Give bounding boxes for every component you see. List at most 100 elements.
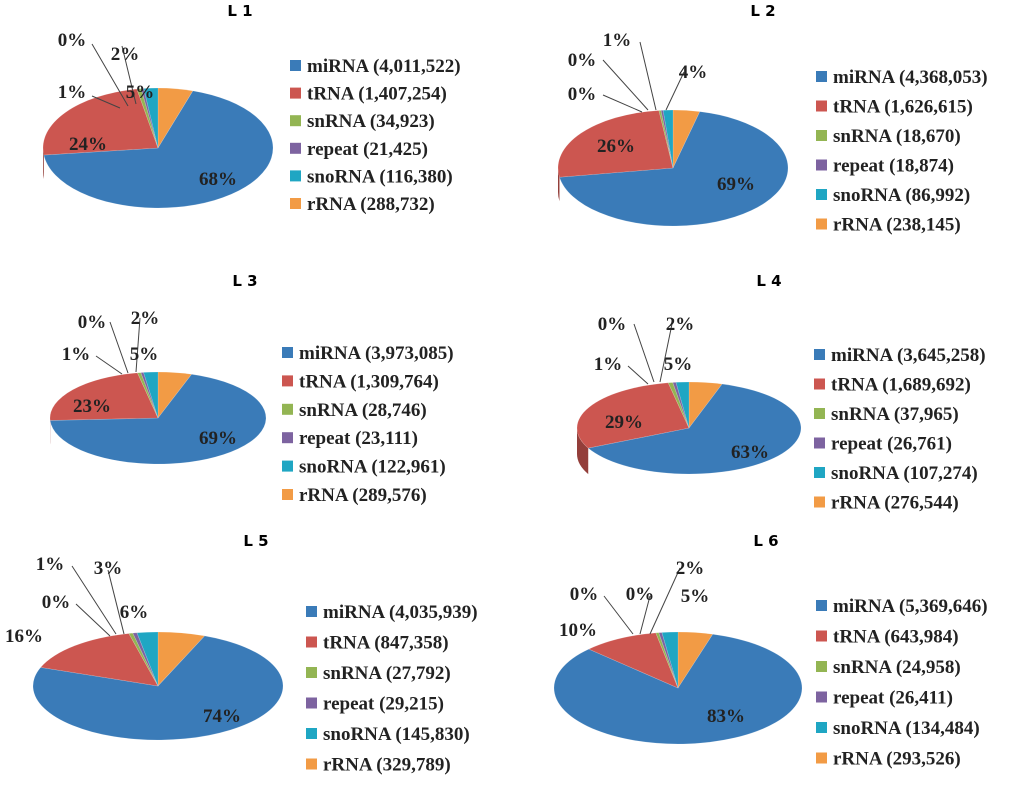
legend-swatch-snoRNA [306, 728, 317, 739]
legend-label-snRNA: snRNA (18,670) [833, 126, 961, 147]
pie-side-tRNA [558, 168, 560, 202]
data-label-repeat: 0% [598, 314, 627, 335]
chart-title: L 4 [756, 272, 781, 290]
legend-label-snoRNA: snoRNA (116,380) [307, 166, 453, 187]
pie-slice-rRNA [157, 631, 206, 687]
data-label-rRNA: 5% [681, 586, 710, 607]
legend-label-repeat: repeat (26,411) [833, 688, 953, 709]
pie-slice-miRNA [587, 383, 802, 475]
legend-label-tRNA: tRNA (847,358) [323, 633, 449, 654]
legend-swatch-snoRNA [814, 467, 825, 478]
legend-label-tRNA: tRNA (1,407,254) [307, 84, 447, 105]
chart-title: L 1 [227, 2, 252, 20]
data-label-snRNA: 0% [42, 592, 71, 613]
leader-line-repeat [91, 43, 129, 107]
leader-line-snoRNA [649, 567, 681, 635]
legend-swatch-tRNA [816, 100, 827, 112]
data-label-miRNA: 63% [731, 442, 769, 463]
legend-swatch-rRNA [816, 218, 827, 230]
legend-swatch-repeat [814, 437, 825, 449]
data-label-rRNA: 5% [126, 82, 155, 103]
data-label-snRNA: 0% [570, 584, 599, 605]
pie-slice-snRNA [655, 632, 679, 689]
pie-slice-tRNA [588, 632, 679, 689]
pie-slice-snRNA [667, 382, 690, 429]
legend-label-rRNA: rRNA (293,526) [833, 749, 961, 770]
legend-label-tRNA: tRNA (1,689,692) [831, 375, 971, 396]
pie-slice-snRNA [658, 110, 674, 169]
leader-line-snRNA [627, 365, 649, 385]
chart-title: L 6 [753, 532, 778, 550]
legend-label-rRNA: rRNA (329,789) [323, 755, 451, 776]
pie-slice-rRNA [677, 631, 714, 690]
pie-chart-2: L 2 69% 26% 0% 0% 1% 4% miRNA (4,368,053) tRNA (… [557, 2, 988, 236]
pie-slice-tRNA [49, 372, 159, 421]
pie-slice-miRNA [49, 373, 267, 465]
leader-line-snoRNA [121, 45, 137, 105]
legend-swatch-rRNA [282, 489, 293, 500]
data-label-miRNA: 69% [199, 428, 237, 449]
legend-label-snRNA: snRNA (34,923) [307, 111, 435, 132]
legend-swatch-tRNA [290, 87, 301, 99]
legend-label-repeat: repeat (18,874) [833, 156, 954, 177]
data-label-miRNA: 69% [717, 174, 755, 195]
data-label-snRNA: 1% [594, 354, 623, 375]
leader-line-snoRNA [659, 323, 673, 383]
pie-side-tRNA [577, 428, 589, 475]
data-label-rRNA: 6% [120, 602, 149, 623]
leader-line-repeat [633, 323, 655, 383]
data-label-repeat: 0% [568, 50, 597, 71]
leader-line-snoRNA [639, 41, 657, 111]
legend: miRNA (4,011,522) tRNA (1,407,254) snRNA (… [290, 56, 461, 215]
leader-line-snRNA [91, 95, 121, 109]
chart-title: L 3 [232, 272, 257, 290]
data-label-repeat: 1% [36, 554, 65, 575]
leader-line-repeat [71, 565, 117, 635]
data-label-tRNA: 24% [69, 134, 107, 155]
legend-label-repeat: repeat (21,425) [307, 139, 428, 160]
data-label-snoRNA: 2% [131, 308, 160, 329]
legend-label-snoRNA: snoRNA (86,992) [833, 185, 970, 206]
legend-swatch-repeat [306, 697, 317, 709]
data-label-snoRNA: 3% [94, 558, 123, 579]
legend-swatch-snRNA [816, 130, 827, 141]
legend-label-snoRNA: snoRNA (134,484) [833, 718, 980, 739]
legend-label-miRNA: miRNA (4,011,522) [307, 56, 461, 77]
data-label-rRNA: 5% [130, 344, 159, 365]
pie-slice-snoRNA [143, 87, 159, 149]
pie-chart-1: L 1 68% 24% 1% 0% 2% 5% miRNA (4,011,522) tRNA (… [42, 2, 461, 215]
pie-slice-miRNA [553, 633, 803, 745]
legend: miRNA (3,645,258) tRNA (1,689,692) snRNA (… [814, 345, 986, 514]
legend-swatch-miRNA [290, 60, 301, 71]
legend: miRNA (4,368,053) tRNA (1,626,615) snRNA (… [816, 67, 988, 236]
pie-slice-tRNA [576, 382, 690, 449]
legend-label-snoRNA: snoRNA (107,274) [831, 463, 978, 484]
data-label-snoRNA: 2% [676, 558, 705, 579]
legend-label-tRNA: tRNA (1,309,764) [299, 371, 439, 392]
pie-slice-snoRNA [143, 371, 159, 419]
pie-slice-tRNA [42, 88, 159, 156]
data-label-tRNA: 29% [605, 412, 643, 433]
data-label-rRNA: 4% [679, 62, 708, 83]
legend-label-rRNA: rRNA (288,732) [307, 194, 435, 215]
data-label-miRNA: 83% [707, 706, 745, 727]
data-label-snoRNA: 2% [666, 314, 695, 335]
legend-swatch-snRNA [282, 403, 293, 415]
legend: miRNA (3,973,085) tRNA (1,309,764) snRNA (… [282, 343, 454, 506]
legend-swatch-miRNA [816, 71, 827, 82]
data-label-snRNA: 1% [62, 344, 91, 365]
legend-label-repeat: repeat (23,111) [299, 428, 418, 449]
legend-swatch-miRNA [306, 606, 317, 617]
data-label-repeat: 0% [58, 30, 87, 51]
data-label-tRNA: 10% [559, 620, 597, 641]
pie-slice-snoRNA [661, 631, 679, 689]
data-label-snoRNA: 1% [603, 30, 632, 51]
pie-side-walls [558, 168, 560, 202]
legend-swatch-miRNA [816, 600, 827, 611]
legend-swatch-snoRNA [290, 170, 301, 182]
data-label-tRNA: 26% [597, 136, 635, 157]
legend-swatch-snRNA [290, 115, 301, 127]
legend-swatch-rRNA [290, 198, 301, 209]
pie-chart-5: L 5 74% 16% 0% 1% 3% 6% miRNA (4,035,939) tRNA (… [5, 532, 478, 776]
